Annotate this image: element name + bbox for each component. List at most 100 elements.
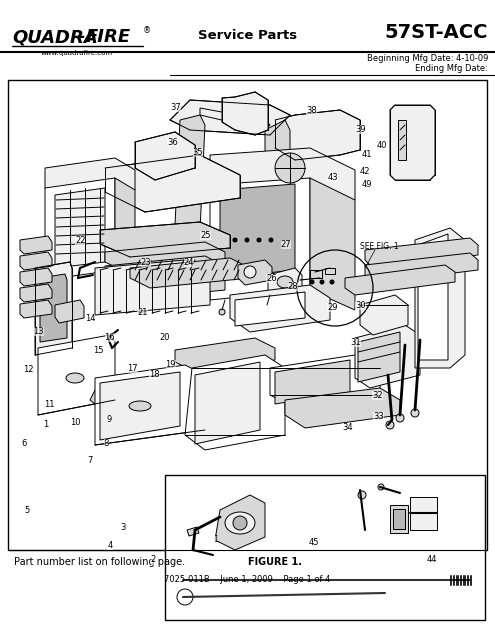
Text: -: -	[78, 28, 86, 46]
Polygon shape	[275, 110, 360, 160]
Circle shape	[358, 491, 366, 499]
Polygon shape	[105, 270, 225, 300]
Text: 26: 26	[266, 274, 277, 283]
Text: 13: 13	[33, 327, 44, 336]
Bar	[8, 80, 487, 550]
Text: 20: 20	[159, 333, 170, 342]
Polygon shape	[100, 222, 230, 257]
Text: 3: 3	[120, 524, 125, 532]
Text: 45: 45	[309, 538, 320, 547]
Text: 17: 17	[127, 364, 138, 372]
Text: SEE FIG. 1: SEE FIG. 1	[360, 241, 398, 250]
Polygon shape	[360, 295, 408, 335]
Bar	[398, 120, 406, 160]
Text: FIRE: FIRE	[86, 28, 131, 46]
Text: 6: 6	[21, 439, 26, 448]
Bar	[36, 295, 44, 309]
Polygon shape	[358, 332, 400, 382]
Polygon shape	[90, 378, 190, 408]
Polygon shape	[365, 253, 478, 283]
Polygon shape	[115, 178, 135, 280]
Polygon shape	[135, 132, 195, 180]
Polygon shape	[390, 105, 435, 180]
Polygon shape	[230, 285, 330, 332]
Text: 15: 15	[93, 346, 103, 355]
Polygon shape	[310, 178, 355, 310]
Polygon shape	[418, 234, 448, 360]
Text: 30: 30	[355, 301, 366, 310]
Polygon shape	[175, 115, 205, 235]
Polygon shape	[95, 260, 210, 315]
Circle shape	[244, 266, 256, 278]
Text: 49: 49	[362, 180, 373, 189]
Polygon shape	[20, 284, 52, 302]
Polygon shape	[275, 360, 350, 404]
Text: 22: 22	[75, 236, 86, 244]
Bar	[393, 509, 405, 529]
Text: QUADRA: QUADRA	[12, 28, 98, 46]
Circle shape	[233, 516, 247, 530]
Text: 31: 31	[350, 338, 361, 347]
Text: 19: 19	[165, 360, 176, 369]
Text: 43: 43	[327, 173, 338, 182]
Polygon shape	[55, 188, 105, 268]
Circle shape	[269, 238, 273, 242]
Text: 16: 16	[104, 333, 115, 342]
Bar	[390, 505, 408, 533]
Text: ®: ®	[143, 26, 151, 35]
Polygon shape	[200, 108, 270, 130]
Polygon shape	[270, 355, 380, 408]
Text: 25: 25	[200, 231, 211, 240]
Polygon shape	[175, 338, 275, 372]
Text: Beginning Mfg Date: 4-10-09: Beginning Mfg Date: 4-10-09	[367, 54, 488, 63]
Text: 4: 4	[107, 541, 112, 550]
Polygon shape	[105, 256, 225, 286]
Text: 7025-011B    June 1, 2009    Page 1 of 4: 7025-011B June 1, 2009 Page 1 of 4	[164, 575, 330, 584]
Polygon shape	[105, 242, 225, 272]
Polygon shape	[222, 92, 268, 135]
Text: 9: 9	[106, 415, 111, 424]
Polygon shape	[38, 335, 115, 415]
Polygon shape	[55, 300, 84, 323]
Text: 57ST-ACC: 57ST-ACC	[385, 22, 488, 42]
Polygon shape	[215, 495, 265, 550]
Text: 24: 24	[184, 258, 195, 267]
Circle shape	[245, 238, 249, 242]
Polygon shape	[105, 155, 240, 212]
Text: 11: 11	[44, 400, 55, 409]
Polygon shape	[20, 300, 52, 318]
Circle shape	[257, 238, 261, 242]
Circle shape	[264, 304, 270, 310]
Text: 29: 29	[327, 303, 338, 312]
Circle shape	[378, 484, 384, 490]
Polygon shape	[40, 274, 67, 342]
Polygon shape	[238, 260, 272, 285]
Circle shape	[219, 309, 225, 315]
Text: 41: 41	[362, 150, 373, 159]
Polygon shape	[170, 100, 290, 135]
Text: 33: 33	[373, 412, 384, 420]
Ellipse shape	[277, 276, 293, 288]
Text: 39: 39	[355, 125, 366, 134]
Polygon shape	[265, 120, 290, 240]
Text: 42: 42	[360, 167, 371, 176]
Circle shape	[386, 421, 394, 429]
Polygon shape	[210, 178, 310, 300]
Text: 10: 10	[70, 418, 81, 427]
Polygon shape	[365, 238, 478, 268]
Text: www.quadrafire.com: www.quadrafire.com	[41, 50, 113, 56]
Polygon shape	[35, 262, 72, 355]
Polygon shape	[195, 362, 260, 444]
Polygon shape	[45, 178, 115, 280]
Text: 37: 37	[170, 103, 181, 112]
Circle shape	[275, 153, 305, 183]
Polygon shape	[20, 268, 52, 286]
Text: 23: 23	[141, 258, 151, 267]
Text: FIGURE 1.: FIGURE 1.	[248, 557, 302, 567]
Circle shape	[396, 414, 404, 422]
Ellipse shape	[225, 512, 255, 534]
Text: Ending Mfg Date:: Ending Mfg Date:	[415, 63, 488, 72]
Text: 7: 7	[88, 456, 93, 465]
Polygon shape	[210, 148, 355, 210]
Text: 21: 21	[137, 308, 148, 317]
